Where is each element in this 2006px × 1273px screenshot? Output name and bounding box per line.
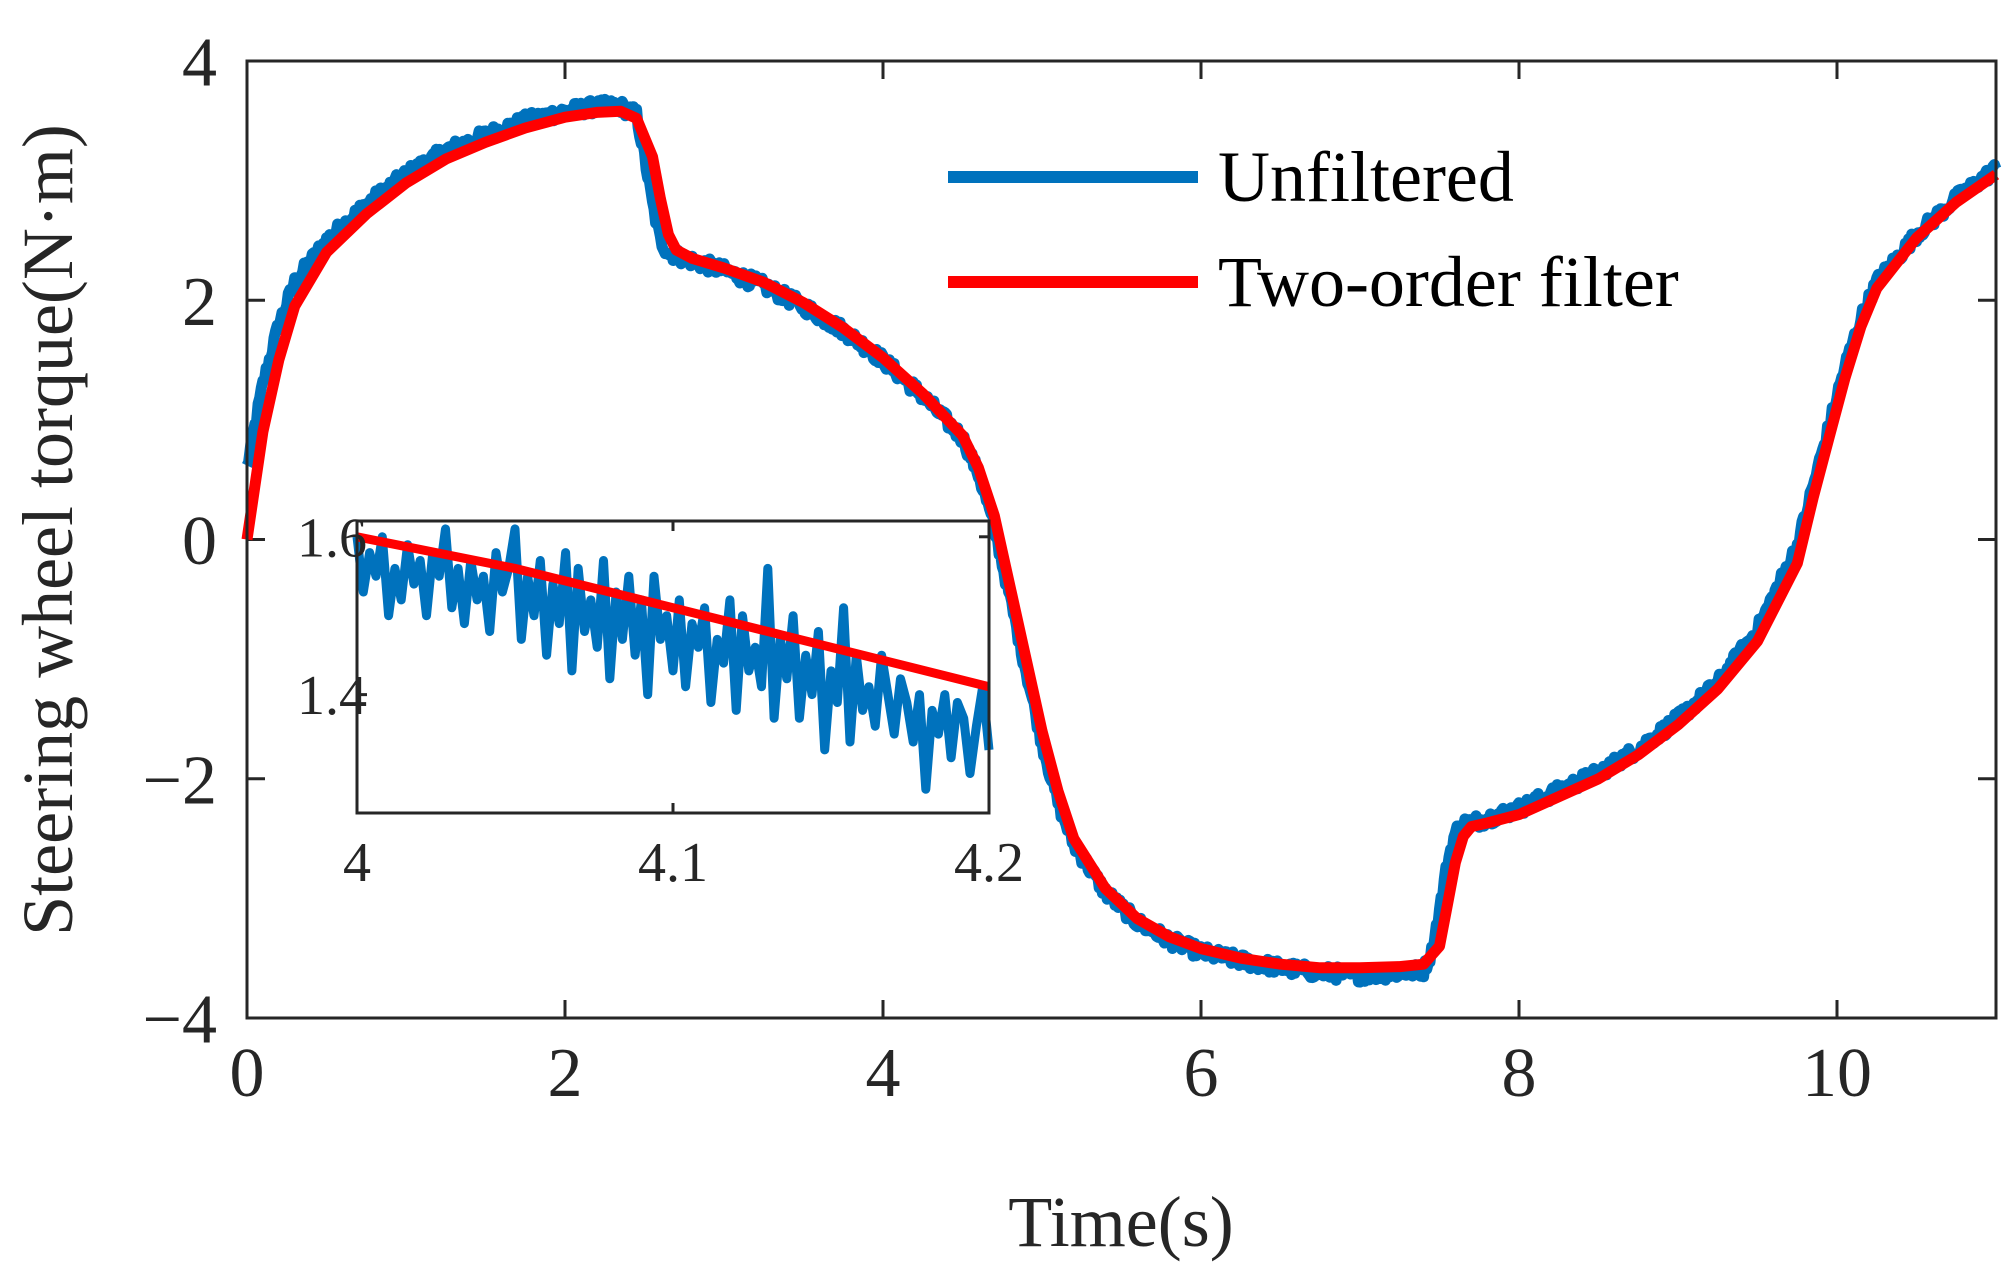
inset-x-tick-label: 4 — [343, 832, 371, 894]
inset-x-tick-label: 4.2 — [954, 832, 1024, 894]
inset-tick-labels: 4 4.1 4.2 1.4 1.6 — [297, 507, 1024, 894]
y-axis-label: Steering wheel torque(N·m) — [8, 124, 88, 936]
main-tick-labels: 0 2 4 6 8 10 −4 −2 0 2 4 — [143, 25, 1872, 1113]
series-line-two-order-filter — [241, 105, 2000, 974]
inset-series-line-unfiltered — [352, 524, 994, 794]
inset-axes-box — [355, 519, 991, 815]
inset-series-line-two-order-filter — [356, 532, 991, 692]
legend: Unfiltered Two-order filter — [948, 137, 1679, 322]
x-tick-label: 10 — [1802, 1035, 1872, 1112]
inset-series-group — [352, 524, 994, 794]
inset-x-tick-label: 4.1 — [638, 832, 708, 894]
y-tick-label: −4 — [143, 982, 217, 1059]
y-tick-label: 0 — [182, 503, 217, 580]
inset-y-tick-label: 1.6 — [297, 507, 367, 569]
y-tick-label: −2 — [143, 742, 217, 819]
legend-label-unfiltered: Unfiltered — [1218, 137, 1514, 217]
x-tick-label: 6 — [1184, 1035, 1219, 1112]
y-tick-label: 4 — [182, 25, 217, 102]
inset-chart: 4 4.1 4.2 1.4 1.6 — [297, 507, 1024, 894]
main-series-group — [241, 93, 2002, 988]
y-tick-label: 2 — [182, 264, 217, 341]
inset-y-tick-label: 1.4 — [297, 665, 367, 727]
x-tick-label: 0 — [230, 1035, 265, 1112]
x-tick-label: 2 — [548, 1035, 583, 1112]
legend-label-filter: Two-order filter — [1218, 242, 1679, 322]
x-tick-label: 8 — [1502, 1035, 1537, 1112]
main-axes-box — [245, 59, 1998, 1020]
x-axis-label: Time(s) — [1008, 1182, 1233, 1262]
x-tick-label: 4 — [866, 1035, 901, 1112]
